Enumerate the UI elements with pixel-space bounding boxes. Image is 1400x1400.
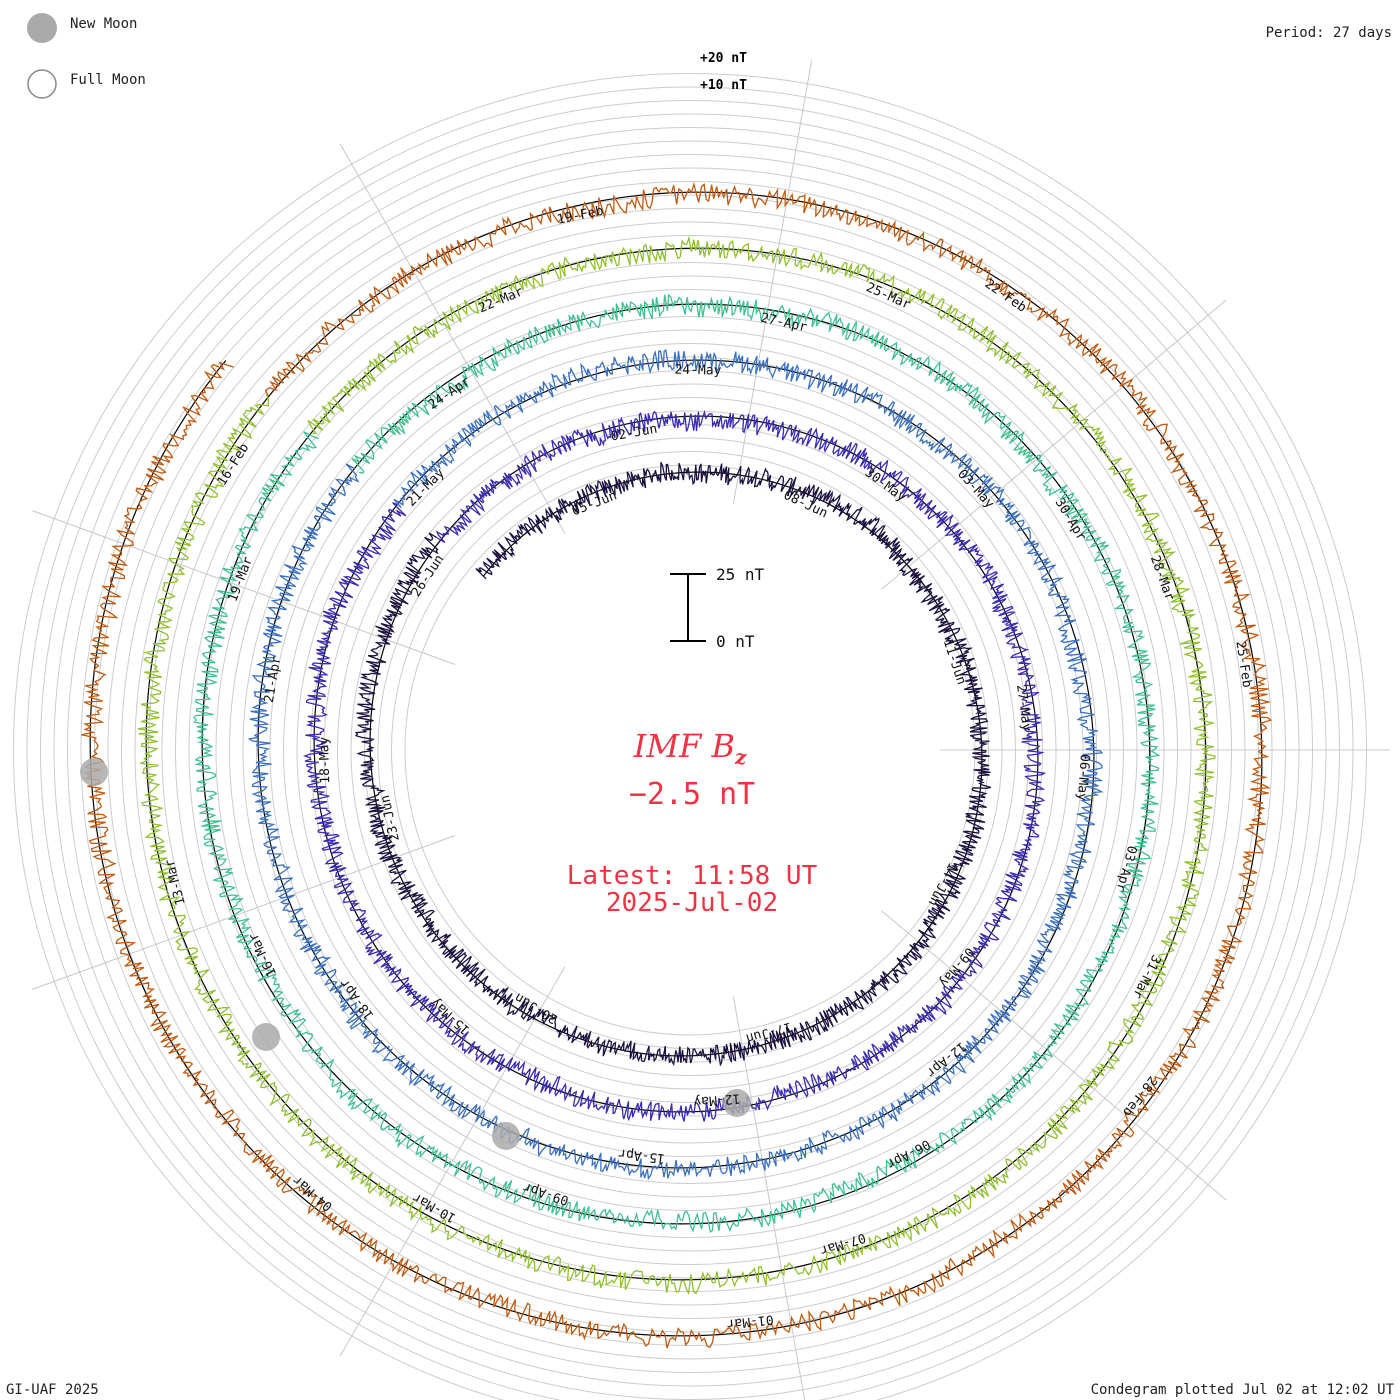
series-trace-cycle-3 [247,349,1104,1181]
date-label: 15-Apr [617,1145,666,1165]
date-label: 01-Mar [726,1311,774,1331]
day-spoke [881,910,1227,1201]
new-moon-icon [27,13,57,43]
date-label: 24-May [674,363,721,379]
scale-bar-top-label: 25 nT [716,565,765,584]
new-moon-marker [723,1089,751,1117]
date-label: 25-Feb [1232,640,1254,689]
date-label: 27-May [1013,684,1034,733]
series-trace-cycle-1 [354,462,992,1067]
data-series [81,181,1273,1349]
series-trace-cycle-5 [137,235,1216,1296]
chart-title-subscript: z [734,745,747,769]
day-spoke [339,966,566,1357]
date-label: 06-May [1074,753,1092,801]
latest-date: 2025-Jul-02 [606,888,778,918]
scale-bar: 25 nT 0 nT [670,565,765,651]
scale-bar-bottom-label: 0 nT [716,632,755,651]
legend-full-moon-label: Full Moon [70,72,146,88]
current-value: −2.5 nT [629,777,755,812]
date-label: 19-Feb [556,204,605,228]
date-label: 09-Apr [521,1179,570,1208]
legend-new-moon-label: New Moon [70,16,137,32]
date-label: 10-Mar [410,1189,458,1225]
series-trace-cycle-4 [192,293,1161,1234]
footer-credit: GI-UAF 2025 [6,1382,99,1398]
chart-title-main: IMF B [633,727,735,765]
day-spoke [732,60,813,504]
footer-plotted: Condegram plotted Jul 02 at 12:02 UT [1091,1382,1395,1398]
series-trace-cycle-6 [81,181,1273,1349]
day-spoke [881,299,1227,590]
moon-markers [80,758,751,1150]
date-label: 18-May [317,736,333,784]
legend: New Moon Full Moon [27,13,146,99]
series-trace-cycle-2 [303,409,1047,1122]
period-label: Period: 27 days [1266,25,1392,41]
ring-offset-label: +20 nT [700,51,747,66]
date-label: 27-Apr [759,311,808,336]
ring-offset-label: +10 nT [700,78,747,93]
full-moon-icon [27,69,57,99]
date-label: 14-Jun [925,860,960,909]
new-moon-marker [492,1122,520,1150]
date-label: 12-May [693,1090,741,1109]
latest-time: Latest: 11:58 UT [567,861,818,891]
date-label: 07-Mar [818,1229,867,1257]
date-label: 02-Jun [610,422,659,445]
new-moon-marker [252,1023,280,1051]
date-label: 24-Apr [426,374,473,413]
chart-title: IMF Bz [633,727,747,769]
date-label: 17-Jun [744,1019,793,1046]
date-labels: 05-Jun 08-Jun11-Jun14-Jun17-Jun20-Jun23-J… [162,204,1254,1332]
day-spoke [339,143,566,534]
new-moon-marker [80,758,108,786]
